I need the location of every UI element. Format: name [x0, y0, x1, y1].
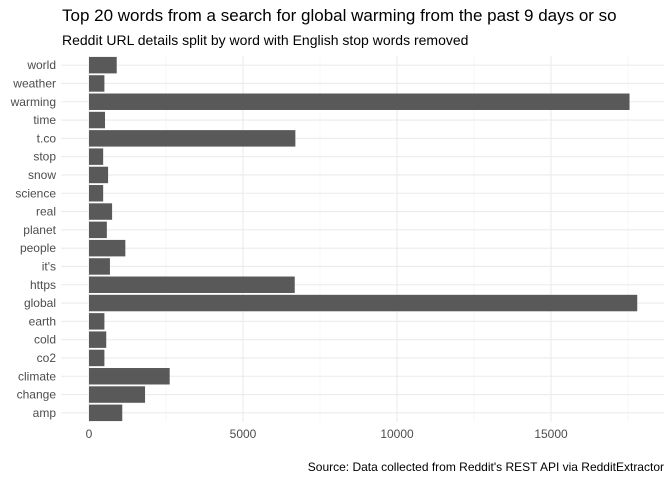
bar-t-co: [89, 130, 296, 147]
x-tick-label: 5000: [230, 427, 257, 441]
y-tick-label: t.co: [37, 131, 57, 145]
y-tick-label: warming: [10, 95, 56, 109]
bar-real: [89, 203, 113, 220]
y-tick-label: weather: [12, 76, 56, 90]
y-tick-label: co2: [37, 351, 57, 365]
chart-subtitle: Reddit URL details split by word with En…: [62, 32, 469, 48]
bar-it-s: [89, 258, 110, 275]
y-tick-label: change: [17, 388, 57, 402]
y-tick-label: science: [15, 186, 56, 200]
x-axis-labels: 0 5000 10000 15000: [86, 427, 568, 441]
chart-caption: Source: Data collected from Reddit's RES…: [307, 460, 664, 474]
bar-planet: [89, 221, 107, 239]
y-axis-labels: world weather warming time t.co stop snow scien…: [10, 58, 57, 420]
bar-warming: [89, 93, 630, 110]
y-tick-label: planet: [23, 223, 56, 237]
bar-co2: [89, 349, 105, 367]
x-tick-label: 15000: [534, 427, 568, 441]
y-tick-label: amp: [33, 406, 57, 420]
bar-earth: [89, 313, 105, 330]
grid-lines: [61, 56, 664, 422]
y-tick-label: cold: [34, 333, 56, 347]
y-tick-label: earth: [29, 314, 56, 328]
bar-https: [89, 276, 295, 293]
bar-change: [89, 386, 146, 403]
bar-global: [89, 294, 638, 312]
bars: [89, 56, 638, 422]
y-tick-label: world: [26, 58, 56, 72]
y-tick-label: it's: [42, 259, 56, 273]
y-tick-label: https: [30, 278, 56, 292]
y-tick-label: global: [24, 296, 56, 310]
x-tick-label: 10000: [380, 427, 414, 441]
chart-title: Top 20 words from a search for global wa…: [62, 6, 617, 25]
y-tick-label: time: [33, 113, 56, 127]
bar-people: [89, 239, 126, 257]
bar-weather: [89, 75, 105, 92]
bar-science: [89, 185, 104, 202]
y-tick-label: people: [20, 241, 56, 255]
bar-time: [89, 111, 106, 129]
bar-climate: [89, 368, 170, 385]
y-tick-label: real: [36, 205, 56, 219]
y-tick-label: snow: [28, 168, 56, 182]
y-tick-label: climate: [18, 369, 56, 383]
bar-snow: [89, 166, 109, 184]
bar-amp: [89, 404, 123, 422]
bar-world: [89, 56, 117, 74]
bar-cold: [89, 331, 107, 348]
bar-stop: [89, 148, 104, 165]
x-tick-label: 0: [86, 427, 93, 441]
y-tick-label: stop: [33, 150, 56, 164]
